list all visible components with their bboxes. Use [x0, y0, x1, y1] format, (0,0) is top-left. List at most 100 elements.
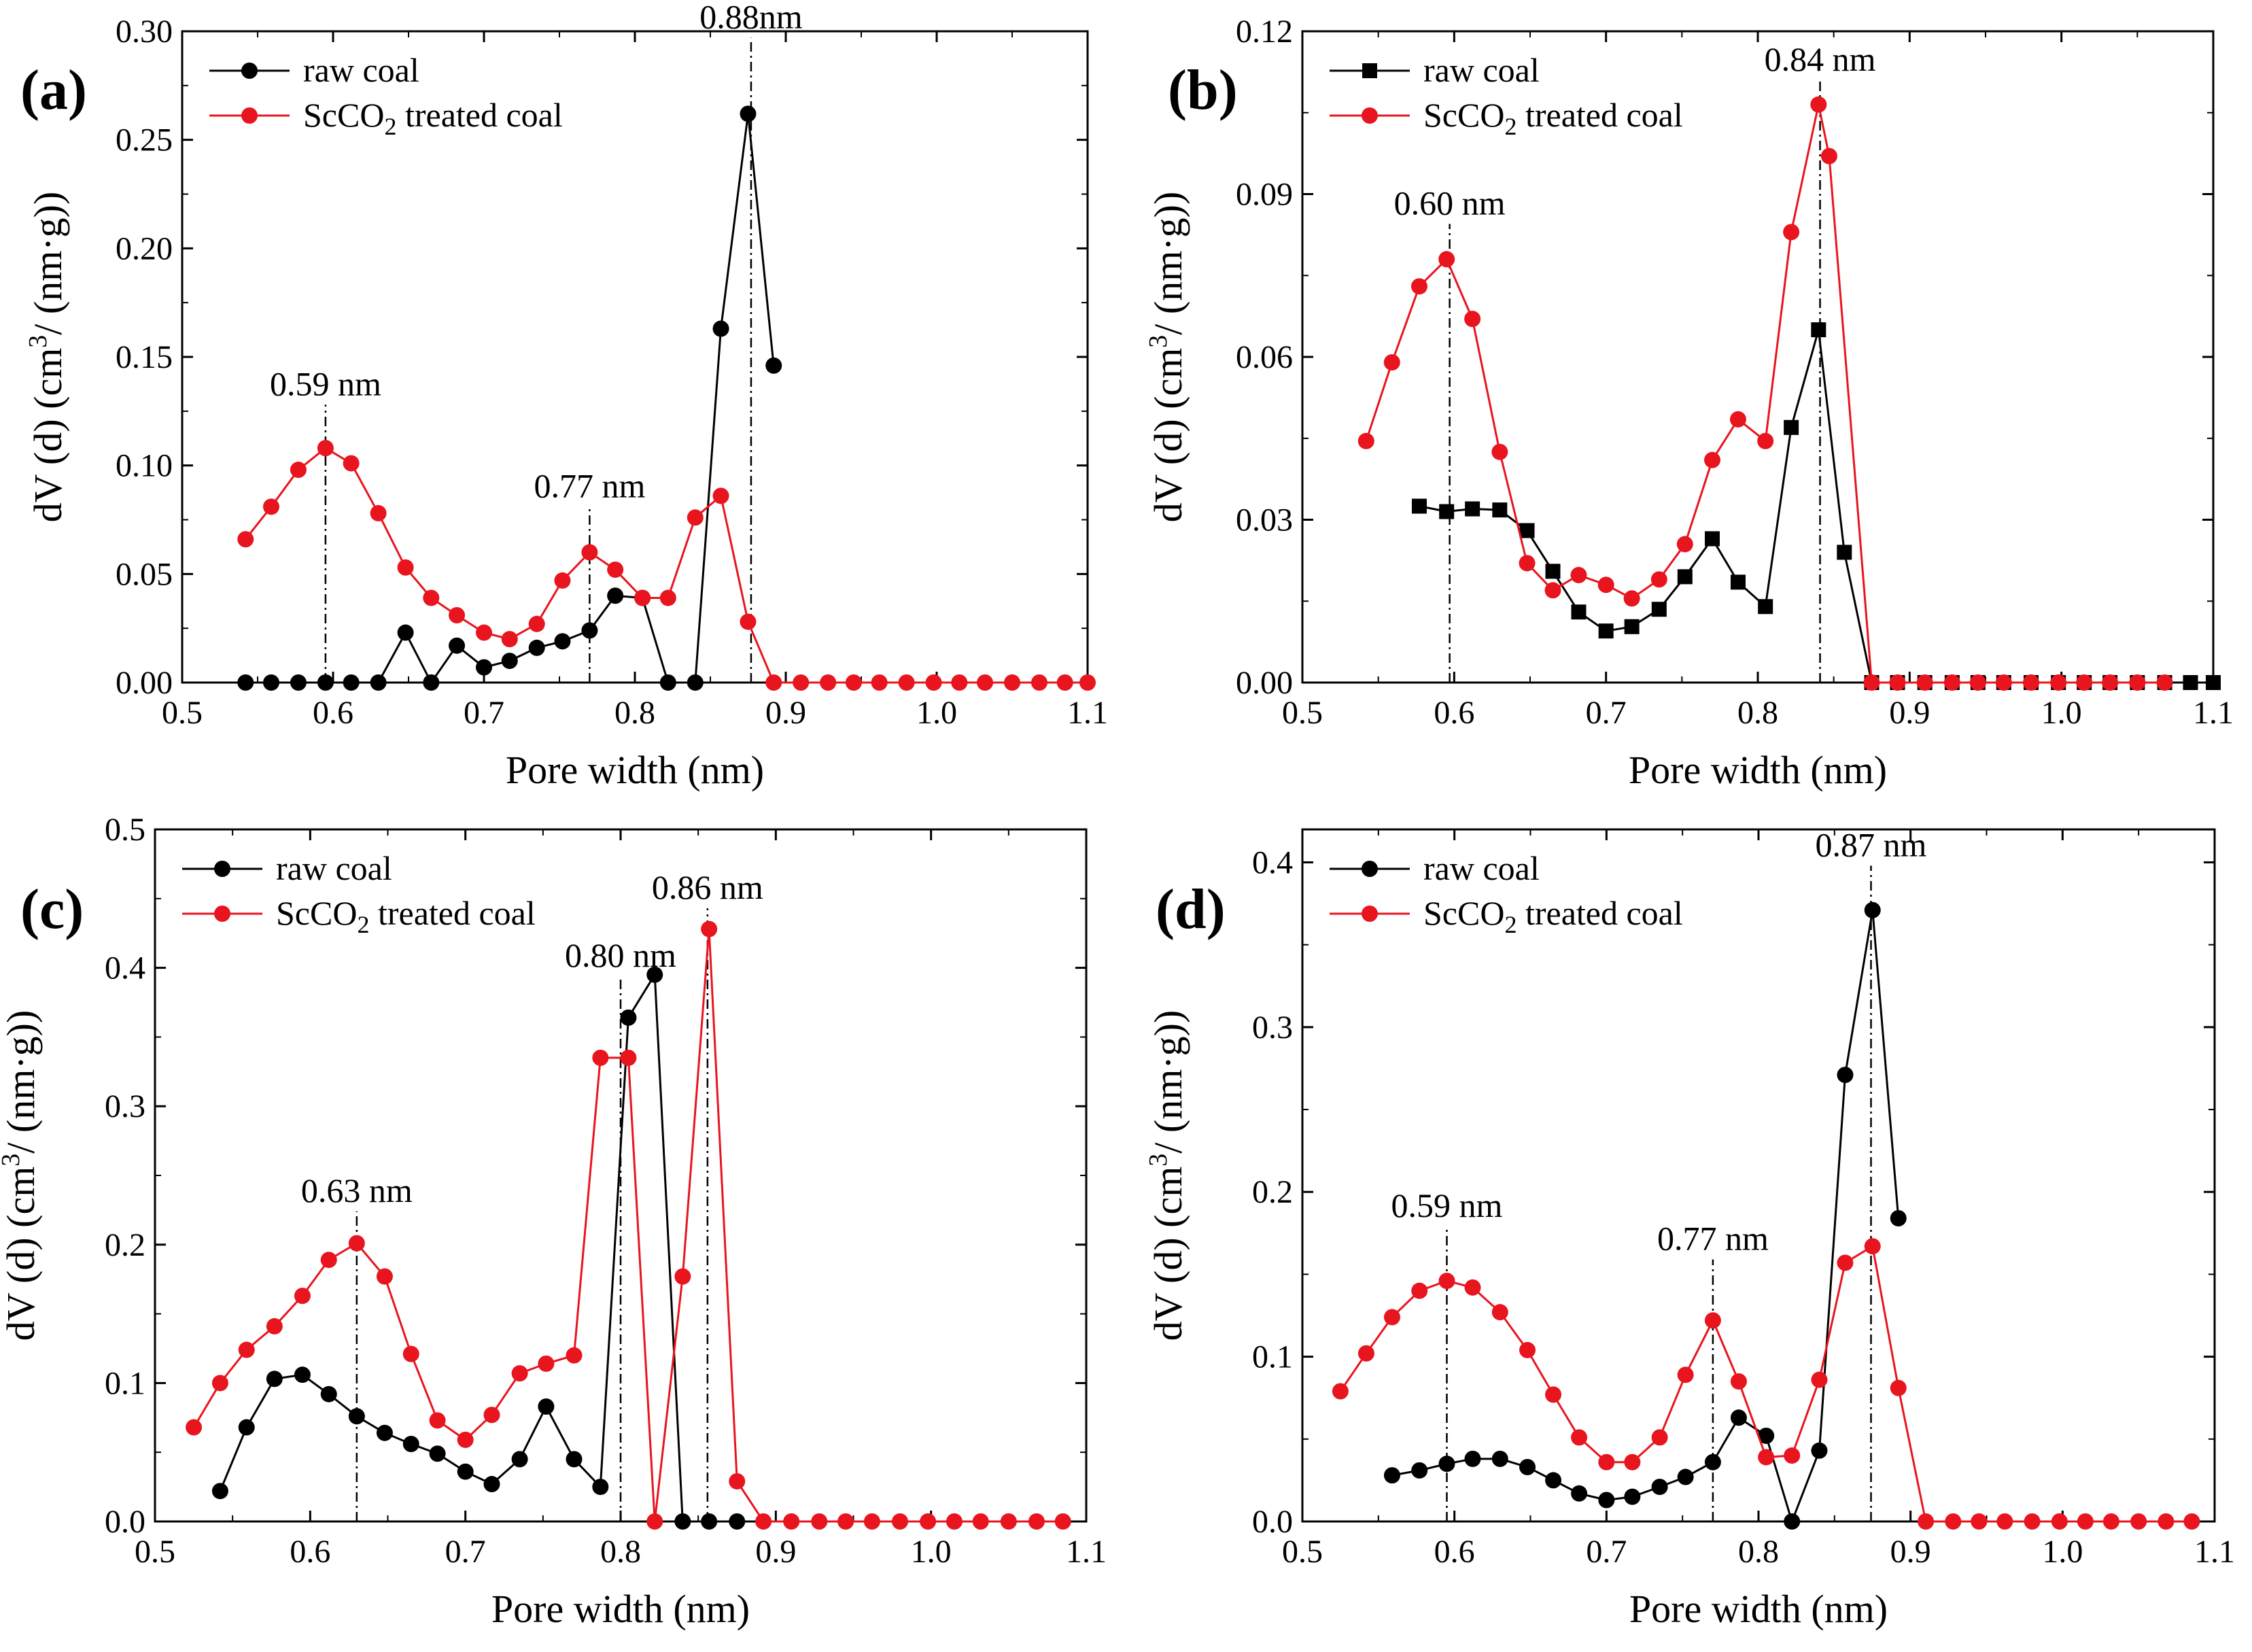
data-point — [211, 1483, 228, 1500]
data-point — [1820, 148, 1837, 165]
data-point — [423, 589, 440, 606]
data-point — [607, 587, 624, 604]
data-point — [423, 674, 440, 691]
x-tick-label: 1.0 — [2042, 1534, 2083, 1570]
panel-c: 0.5 0.6 0.7 0.8 0.9 1.0 1.1 0.0 0.1 0.2 0.3 0.4 0.5 P… — [0, 812, 1107, 1631]
data-point — [712, 487, 729, 504]
data-point — [370, 674, 387, 691]
data-point — [1598, 1453, 1615, 1470]
data-point — [1971, 1513, 1988, 1530]
legend: raw coal ScCO2 treated coal — [209, 51, 563, 140]
data-point — [2076, 674, 2093, 691]
data-point — [1811, 1442, 1828, 1459]
data-point — [1784, 1513, 1801, 1530]
data-point — [262, 498, 279, 515]
data-point — [581, 622, 598, 639]
panel-b: 0.5 0.6 0.7 0.8 0.9 1.0 1.1 0.00 0.03 0.06 0.09 0.1… — [1144, 14, 2234, 792]
legend-marker — [241, 63, 258, 79]
data-point — [837, 1513, 854, 1530]
y-tick-label: 0.3 — [1252, 1010, 1293, 1046]
data-point — [1004, 674, 1020, 691]
legend-label: ScCO2 treated coal — [303, 96, 563, 140]
data-point — [566, 1347, 583, 1364]
legend-marker — [1362, 861, 1378, 877]
data-point — [701, 920, 718, 937]
peak-annotation: 0.88nm — [699, 0, 803, 36]
data-point — [429, 1412, 446, 1429]
data-point — [687, 509, 704, 526]
data-point — [266, 1318, 283, 1335]
data-point — [348, 1235, 365, 1252]
y-tick-label: 0.10 — [116, 448, 173, 484]
data-point — [646, 1513, 663, 1530]
data-point — [1704, 451, 1720, 468]
data-point — [317, 674, 334, 691]
data-point — [1438, 1273, 1455, 1290]
data-point — [1545, 1386, 1562, 1403]
series-scco2-treated-coal — [1332, 1238, 2200, 1530]
data-point — [2129, 674, 2146, 691]
data-point — [793, 674, 810, 691]
data-point — [1677, 569, 1693, 585]
data-point — [920, 1513, 937, 1530]
data-point — [925, 674, 942, 691]
data-point — [1758, 599, 1773, 615]
data-point — [402, 1435, 419, 1452]
data-point — [1571, 604, 1587, 620]
data-point — [1545, 564, 1561, 579]
panel-label: (a) — [20, 58, 87, 122]
legend-label: raw coal — [276, 849, 392, 887]
data-point — [511, 1365, 528, 1382]
data-point — [528, 639, 545, 656]
data-point — [1465, 501, 1480, 517]
data-point — [1464, 1279, 1481, 1296]
data-point — [1438, 251, 1455, 268]
peak-annotation: 0.86 nm — [652, 868, 763, 906]
data-point — [397, 559, 414, 576]
data-point — [1730, 1373, 1747, 1390]
y-axis-title: dV (d) (cm3/ (nm·g)) — [1144, 1010, 1190, 1341]
panel-a: 0.5 0.6 0.7 0.8 0.9 1.0 1.1 0.00 0.05 0.10 0.15 0.2… — [20, 0, 1108, 792]
data-point — [729, 1513, 746, 1530]
y-tick-label: 0.00 — [1236, 665, 1293, 701]
x-tick-label: 1.0 — [916, 695, 957, 731]
series-raw-coal — [211, 966, 746, 1530]
data-point — [863, 1513, 880, 1530]
data-point — [1357, 1345, 1374, 1362]
data-point — [1918, 1513, 1935, 1530]
data-point — [820, 674, 837, 691]
data-point — [1332, 1383, 1349, 1400]
y-tick-label: 0.09 — [1236, 177, 1293, 213]
data-point — [765, 357, 782, 374]
data-point — [765, 674, 782, 691]
y-tick-label: 0.30 — [116, 14, 173, 50]
data-point — [370, 504, 387, 521]
data-point — [1438, 1456, 1455, 1473]
legend: raw coal ScCO2 treated coal — [182, 849, 536, 938]
x-tick-label: 0.8 — [1737, 695, 1778, 731]
data-point — [1758, 1427, 1775, 1444]
x-tick-label: 0.8 — [614, 695, 655, 731]
legend-label: ScCO2 treated coal — [1423, 96, 1683, 140]
data-point — [1624, 1488, 1641, 1505]
data-point — [449, 637, 466, 654]
x-tick-label: 0.5 — [135, 1534, 175, 1570]
data-point — [634, 589, 651, 606]
y-tick-label: 0.4 — [1252, 844, 1293, 880]
data-point — [2102, 1513, 2119, 1530]
legend-label: raw coal — [1423, 849, 1540, 887]
data-point — [581, 544, 598, 561]
peak-annotation: 0.59 nm — [270, 364, 381, 402]
x-tick-label: 1.0 — [2041, 695, 2082, 731]
data-point — [2051, 1513, 2068, 1530]
y-tick-label: 0.06 — [1236, 339, 1293, 375]
legend-label: ScCO2 treated coal — [1423, 894, 1683, 938]
data-point — [592, 1479, 609, 1496]
legend-label: ScCO2 treated coal — [276, 894, 536, 938]
y-tick-label: 0.15 — [116, 339, 173, 375]
data-point — [2050, 674, 2067, 691]
data-point — [2183, 1513, 2200, 1530]
data-point — [320, 1386, 337, 1403]
data-point — [1383, 354, 1400, 371]
data-point — [211, 1375, 228, 1392]
